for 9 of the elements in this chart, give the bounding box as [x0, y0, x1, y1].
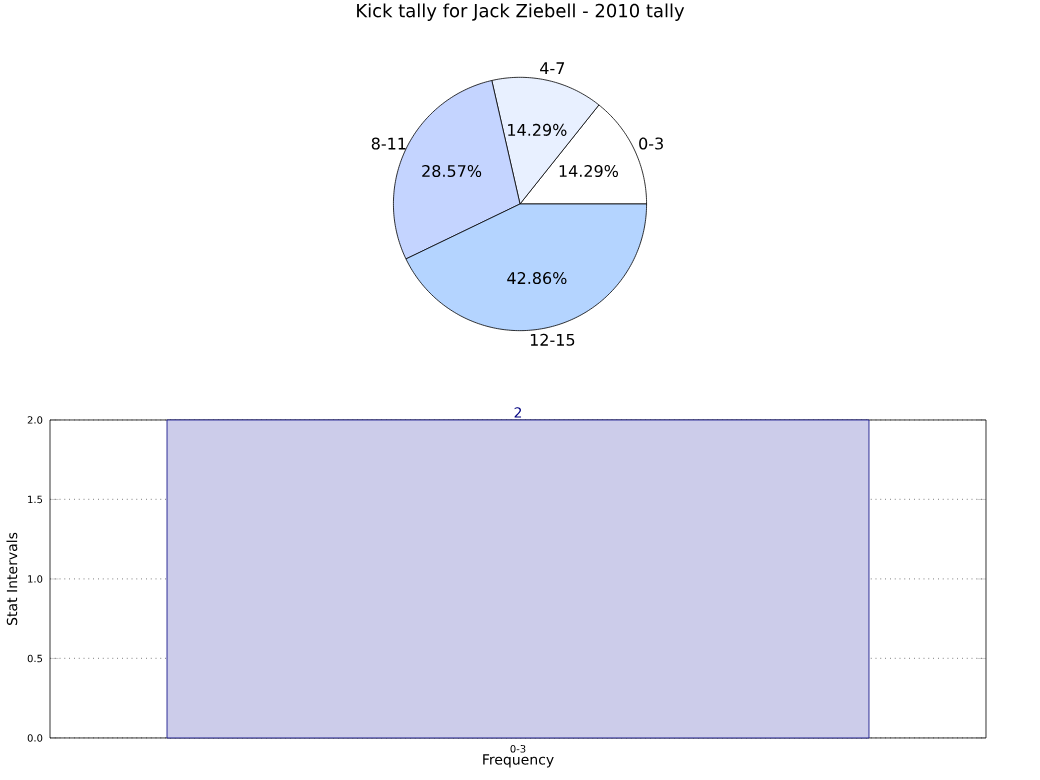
chart-title: Kick tally for Jack Ziebell - 2010 tally — [357, 3, 685, 21]
slice-label: 0-3 — [639, 137, 663, 150]
data-label: 28.57% — [422, 164, 482, 178]
data-label: 42.86% — [507, 272, 567, 285]
slice-label: 8-11 — [371, 137, 406, 150]
slice-label: 4-7 — [540, 62, 565, 74]
data-label: 14.29% — [559, 164, 619, 178]
data-label: 14.29% — [508, 123, 567, 136]
slice-label: 12-15 — [530, 333, 575, 346]
